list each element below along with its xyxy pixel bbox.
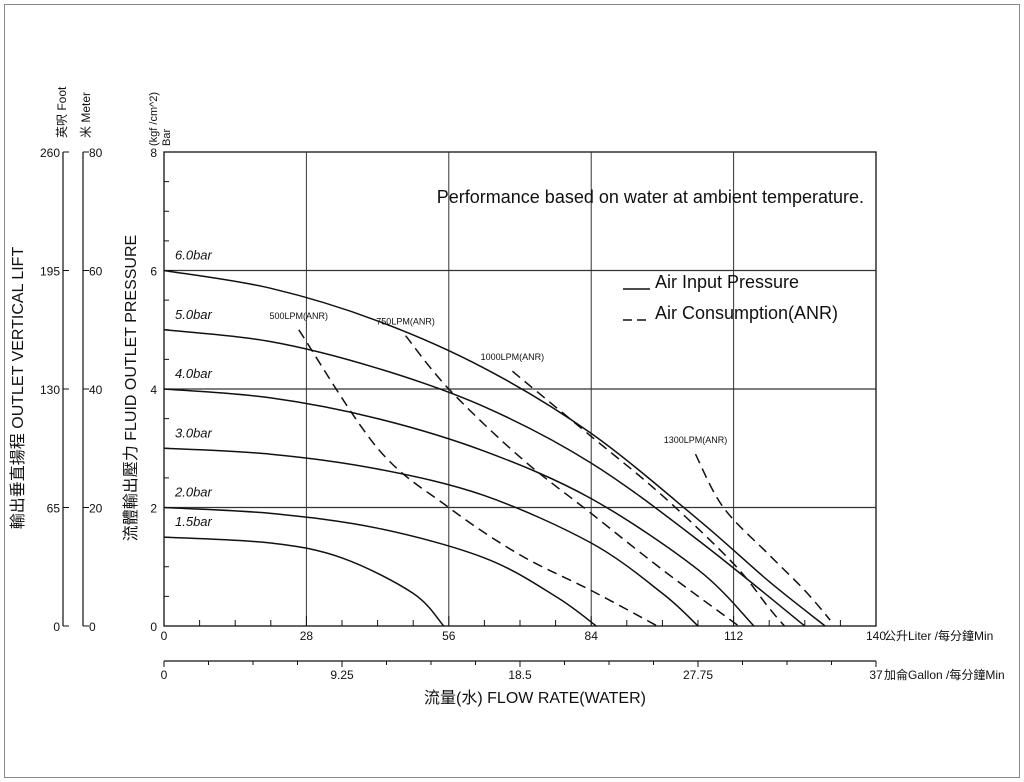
foot-tick-label-130: 130 (40, 383, 60, 397)
curve-label-1000lpm-anr-: 1000LPM(ANR) (481, 352, 545, 362)
legend: Air Input Pressure Air Consumption(ANR) (623, 272, 838, 323)
bar-tick-label-4: 4 (150, 383, 157, 397)
foot-tick-label-260: 260 (40, 146, 60, 160)
pressure-curve-2-0bar (163, 506, 597, 627)
outlet-lift-title: 輸出垂直揚程 OUTLET VERTICAL LIFT (9, 247, 27, 530)
gallon-tick-label-0: 0 (161, 668, 168, 682)
curve-label-750lpm-anr-: 750LPM(ANR) (376, 317, 435, 327)
pressure-curve-4-0bar (163, 388, 755, 627)
legend-dashed-label: Air Consumption(ANR) (655, 303, 838, 323)
gallon-tick-label-4: 37 (869, 668, 883, 682)
curve-label-3-0bar: 3.0bar (175, 425, 213, 440)
pressure-curve-5-0bar (163, 329, 806, 627)
liter-tick-label-112: 112 (724, 629, 743, 643)
meter-tick-label-80: 80 (89, 146, 103, 160)
pressure-curve-6-0bar (163, 269, 826, 627)
meter-tick-label-0: 0 (89, 620, 96, 634)
bar-tick-label-2: 2 (150, 502, 157, 516)
liter-tick-label-56: 56 (442, 629, 456, 643)
consumption-curve-500lpm-anr- (298, 329, 658, 627)
y-axis-meter-unit: 米 Meter (79, 92, 93, 138)
curve-labels: 6.0bar 5.0bar 4.0bar 3.0bar 2.0bar 1.5bar 500L… (174, 248, 727, 530)
y-axis-bar-title: 流體輸出壓力 FLUID OUTLET PRESSURE (122, 235, 140, 541)
chart-note: Performance based on water at ambient te… (437, 187, 864, 207)
bar-tick-label-0: 0 (150, 620, 157, 634)
y-axis-bar-unit-kgf: (kgf /cm^2) (148, 92, 160, 146)
y-axis-foot-unit: 英呎 Foot (55, 86, 69, 138)
gallon-tick-label-3: 27.75 (683, 668, 713, 682)
x-axis-title: 流量(水) FLOW RATE(WATER) (424, 689, 646, 707)
liter-tick-label-140: 140 (866, 629, 886, 643)
performance-curves (163, 269, 831, 627)
pressure-curve-3-0bar (163, 447, 699, 627)
curve-label-2-0bar: 2.0bar (174, 485, 213, 500)
meter-tick-label-20: 20 (89, 502, 103, 516)
curve-label-5-0bar: 5.0bar (175, 307, 213, 322)
chart-frame (4, 4, 1020, 778)
pressure-curve-1-5bar (163, 536, 445, 627)
meter-tick-label-60: 60 (89, 265, 103, 279)
gallon-tick-label-2: 18.5 (508, 668, 532, 682)
bar-tick-label-8: 8 (150, 146, 157, 160)
liter-tick-label-84: 84 (585, 629, 599, 643)
curve-label-4-0bar: 4.0bar (175, 366, 213, 381)
consumption-curve-1000lpm-anr- (511, 370, 786, 627)
x-axis-gallon-label: 加侖Gallon /每分鐘Min (884, 667, 1005, 682)
consumption-curve-1300lpm-anr- (694, 453, 831, 621)
liter-tick-label-28: 28 (300, 629, 314, 643)
curve-label-500lpm-anr-: 500LPM(ANR) (270, 311, 329, 321)
legend-solid-label: Air Input Pressure (655, 272, 799, 292)
liter-tick-label-0: 0 (161, 629, 168, 643)
curve-label-1-5bar: 1.5bar (175, 514, 213, 529)
y-axis-bar-unit: Bar (161, 129, 173, 146)
consumption-curve-750lpm-anr- (405, 335, 740, 627)
gallon-tick-label-1: 9.25 (330, 668, 354, 682)
bar-tick-label-6: 6 (150, 265, 157, 279)
meter-tick-label-40: 40 (89, 383, 103, 397)
foot-tick-label-195: 195 (40, 265, 60, 279)
curve-label-6-0bar: 6.0bar (175, 248, 213, 263)
foot-tick-label-0: 0 (53, 620, 60, 634)
foot-tick-label-65: 65 (47, 502, 61, 516)
curve-label-1300lpm-anr-: 1300LPM(ANR) (664, 435, 728, 445)
x-axis-liter-label: 公升Liter /每分鐘Min (884, 628, 993, 643)
